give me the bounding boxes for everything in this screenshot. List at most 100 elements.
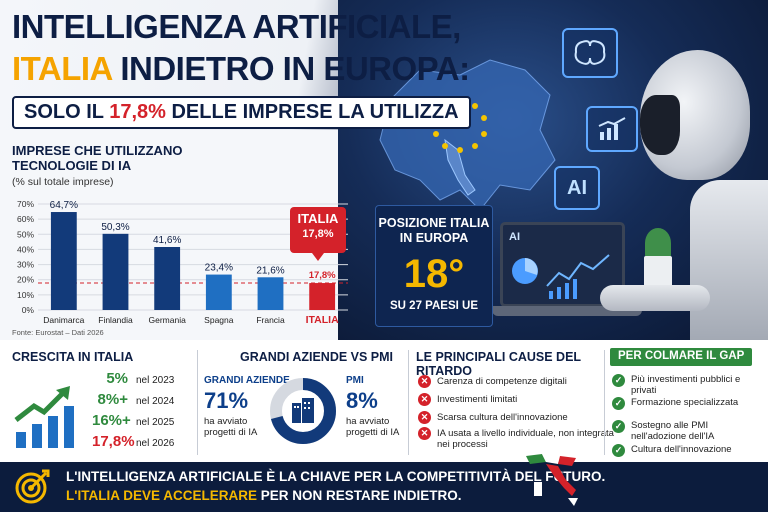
bar: [102, 233, 129, 310]
y-tick-label: 10%: [17, 290, 34, 300]
laptop-ai-label: AI: [509, 231, 520, 243]
sme-label: PMI: [346, 375, 364, 386]
main-title-line1: INTELLIGENZA ARTIFICIALE,: [12, 8, 461, 45]
x-tick-label: Spagna: [204, 315, 234, 325]
bar: [205, 274, 232, 310]
causes-heading: LE PRINCIPALI CAUSE DEL RITARDO: [416, 350, 581, 378]
growth-value: 5%: [106, 370, 128, 387]
target-icon: [15, 469, 50, 504]
subtitle-bar: SOLO IL 17,8% DELLE IMPRESE LA UTILIZZA: [12, 96, 471, 129]
italy-flag-map-icon: [526, 454, 578, 506]
large-companies-label: GRANDI AZIENDE: [204, 375, 290, 386]
gap-text: Sostegno alle PMI nell'adozione dell'IA: [631, 420, 715, 442]
chart-source: Fonte: Eurostat – Dati 2026: [12, 328, 104, 337]
subtitle-pre: SOLO IL: [24, 101, 110, 123]
growth-chart-icon: [586, 106, 638, 152]
footer-banner: L'INTELLIGENZA ARTIFICIALE È LA CHIAVE P…: [0, 462, 768, 512]
bar-value-label: 50,3%: [101, 222, 129, 233]
cause-text: IA usata a livello individuale, non inte…: [437, 428, 614, 450]
plant-leaves: [645, 228, 671, 258]
footer-line2: L'ITALIA DEVE ACCELERARE PER NON RESTARE…: [66, 488, 462, 503]
italia-callout: ITALIA 17,8%: [290, 207, 346, 261]
divider-1: [197, 350, 198, 455]
companies-donut: [270, 378, 336, 444]
bar-value-label: 64,7%: [50, 200, 78, 211]
italia-callout-value: 17,8%: [302, 228, 334, 240]
laptop-base: [492, 306, 642, 316]
divider-3: [604, 350, 605, 455]
footer-highlight: L'ITALIA DEVE ACCELERARE: [66, 488, 257, 503]
bar-value-label: 23,4%: [205, 263, 233, 274]
subtitle-value: 17,8%: [109, 101, 166, 123]
y-tick-label: 20%: [17, 275, 34, 285]
x-icon: ✕: [418, 375, 431, 388]
gap-heading: PER COLMARE IL GAP: [610, 348, 752, 366]
growth-year: nel 2023: [136, 375, 175, 386]
robot-face: [640, 95, 680, 155]
growth-value: 8%+: [97, 391, 128, 408]
bar-value-label: 41,6%: [153, 235, 181, 246]
bar-value-label: 17,8%: [309, 270, 336, 281]
x-icon: ✕: [418, 411, 431, 424]
chart-subtitle: (% sul totale imprese): [12, 176, 114, 188]
bar: [154, 247, 181, 310]
x-tick-label: ITALIA: [306, 314, 339, 326]
x-tick-label: Finlandia: [98, 315, 133, 325]
cause-text: Scarsa cultura dell'innovazione: [437, 412, 568, 423]
y-tick-label: 60%: [17, 214, 34, 224]
robot-body: [690, 180, 768, 340]
hero-section: AI AI INTELLIGENZA ARTIFICIALE, ITALIA I…: [0, 0, 768, 340]
x-tick-label: Francia: [256, 315, 285, 325]
y-tick-label: 30%: [17, 260, 34, 270]
large-companies-value: 71%: [204, 388, 249, 413]
donut-arc: [270, 378, 336, 444]
growth-heading: CRESCITA IN ITALIA: [12, 350, 134, 364]
gap-text: Formazione specializzata: [631, 397, 739, 408]
position-footer: SU 27 PAESI UE: [390, 300, 478, 312]
building-icon: [292, 398, 314, 423]
italia-callout-title: ITALIA: [297, 211, 339, 226]
bar: [50, 212, 77, 310]
check-icon: ✓: [612, 444, 625, 457]
companies-heading: GRANDI AZIENDE VS PMI: [240, 350, 394, 364]
cause-text: Investimenti limitati: [437, 394, 518, 405]
y-tick-label: 0%: [22, 305, 35, 315]
growth-row: 16%+ nel 2025: [92, 412, 174, 429]
sme-value: 8%: [346, 388, 378, 413]
growth-row: 17,8%nel 2026: [92, 433, 174, 450]
growth-year: nel 2026: [136, 438, 175, 449]
title-highlight: ITALIA: [12, 50, 112, 87]
ai-chip-label: AI: [567, 176, 587, 199]
laptop-dashboard-icon: [512, 254, 610, 299]
brain-icon: [562, 28, 618, 78]
y-tick-label: 70%: [17, 199, 34, 209]
title-rest: INDIETRO IN EUROPA:: [111, 50, 470, 87]
subtitle-post: DELLE IMPRESE LA UTILIZZA: [165, 101, 459, 123]
plant-pot: [644, 256, 672, 288]
position-rank: 18°: [403, 252, 465, 296]
x-icon: ✕: [418, 393, 431, 406]
sme-note: ha avviato progetti di IA: [346, 416, 400, 438]
large-companies-note: ha avviato progetti di IA: [204, 416, 258, 438]
check-icon: ✓: [612, 374, 625, 387]
position-heading: POSIZIONE ITALIA IN EUROPA: [378, 216, 490, 245]
x-icon: ✕: [418, 427, 431, 440]
growth-row: 5% nel 2023: [92, 370, 174, 387]
bar: [257, 277, 284, 310]
divider-2: [408, 350, 409, 455]
check-icon: ✓: [612, 420, 625, 433]
x-tick-label: Germania: [149, 315, 187, 325]
growth-section: CRESCITA IN ITALIA: [12, 342, 192, 462]
chart-title: IMPRESE CHE UTILIZZANO TECNOLOGIE DI IA: [12, 143, 183, 173]
growth-year: nel 2025: [136, 417, 175, 428]
cause-text: Carenza di competenze digitali: [437, 376, 567, 387]
growth-row: 8%+ nel 2024: [92, 391, 175, 408]
bar-value-label: 21,6%: [256, 265, 284, 276]
x-tick-label: Danimarca: [43, 315, 84, 325]
y-tick-label: 50%: [17, 229, 34, 239]
check-icon: ✓: [612, 397, 625, 410]
gap-text: Più investimenti pubblici e privati: [631, 374, 741, 396]
bar: [309, 283, 336, 310]
growth-value: 17,8%: [92, 433, 135, 450]
main-title-line2: ITALIA INDIETRO IN EUROPA:: [12, 50, 470, 88]
